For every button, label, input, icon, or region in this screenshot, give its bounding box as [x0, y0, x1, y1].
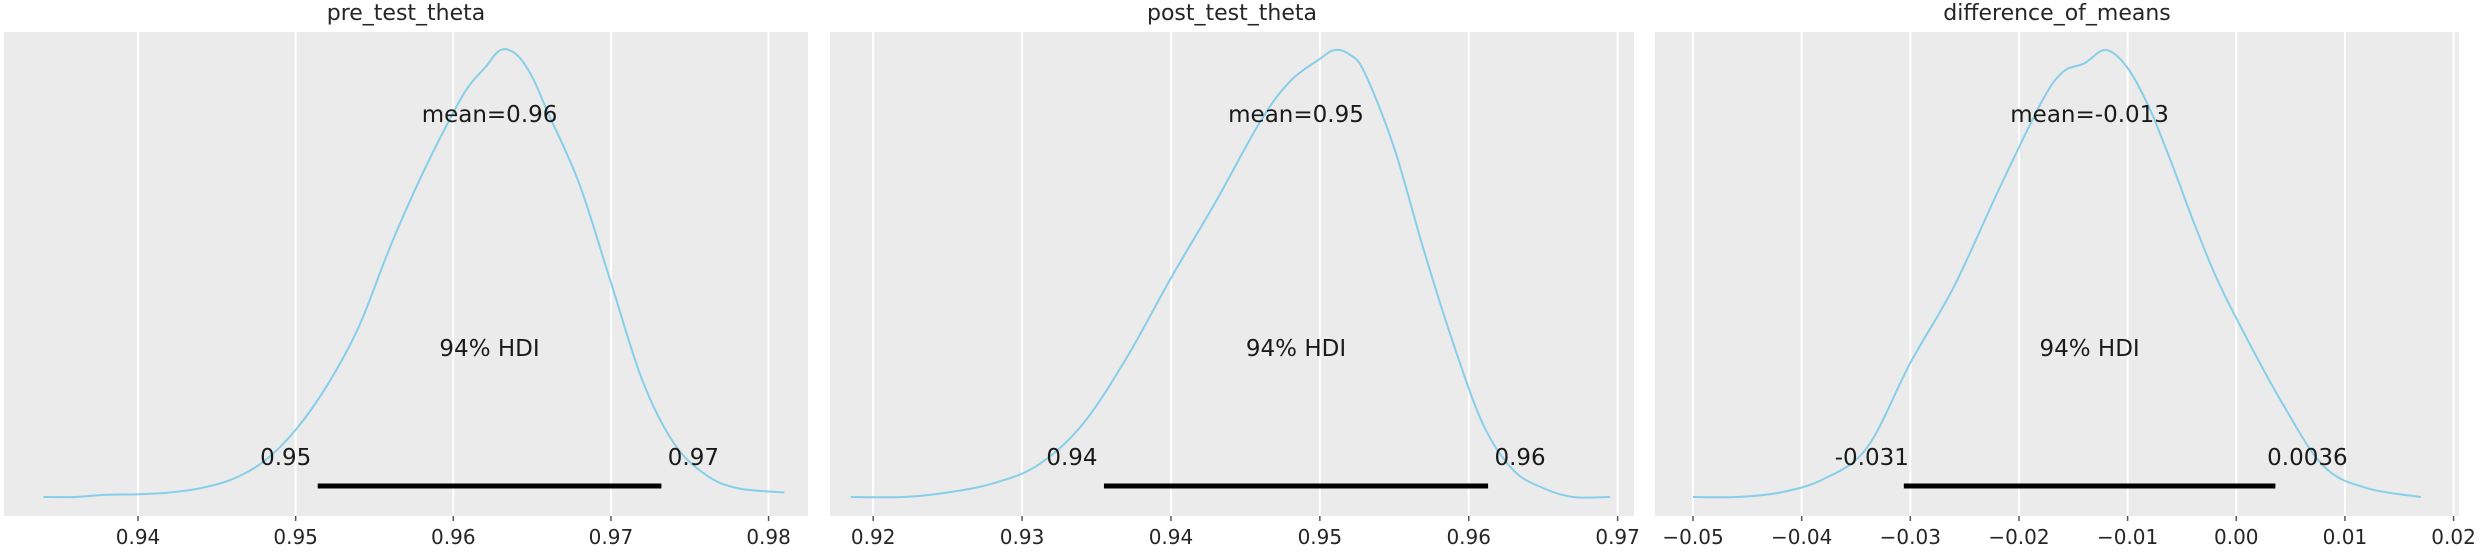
panel-post-test-theta: post_test_theta mean=0.95 94% HDI 0.94 0… — [826, 0, 1640, 552]
plot-background — [1655, 32, 2459, 516]
density-curve — [850, 48, 1611, 499]
density-curve — [43, 48, 785, 499]
x-tick-label: 0.02 — [2431, 525, 2476, 549]
x-tick-label: −0.02 — [1988, 525, 2049, 549]
x-tick-label: 0.00 — [2214, 525, 2259, 549]
hdi-high-label: 0.0036 — [2267, 445, 2347, 471]
panel-difference-of-means: difference_of_means mean=-0.013 94% HDI … — [1651, 0, 2476, 552]
x-tick-label: 0.01 — [2323, 525, 2368, 549]
panel-pre-test-theta: pre_test_theta mean=0.96 94% HDI 0.95 0.… — [0, 0, 808, 552]
hdi-label: 94% HDI — [1246, 336, 1346, 362]
chart-post-test-theta: post_test_theta mean=0.95 94% HDI 0.94 0… — [830, 1, 1640, 549]
hdi-low-label: 0.95 — [260, 445, 311, 471]
chart-title: difference_of_means — [1943, 1, 2171, 26]
mean-label: mean=0.95 — [1228, 102, 1364, 128]
x-tick-label: −0.03 — [1880, 525, 1941, 549]
density-curve — [1692, 49, 2422, 499]
x-tick-label: 0.94 — [1149, 525, 1194, 549]
x-tick-label: 0.97 — [589, 525, 634, 549]
x-tick-label: −0.04 — [1771, 525, 1832, 549]
chart-title: post_test_theta — [1147, 1, 1317, 26]
hdi-high-label: 0.97 — [668, 445, 719, 471]
hdi-label: 94% HDI — [2039, 336, 2139, 362]
x-tick-label: 0.92 — [851, 525, 896, 549]
hdi-low-label: 0.94 — [1046, 445, 1097, 471]
plot-background — [4, 32, 808, 516]
chart-title: pre_test_theta — [327, 1, 486, 26]
x-tick-label: 0.94 — [116, 525, 161, 549]
chart-difference-of-means: difference_of_means mean=-0.013 94% HDI … — [1655, 1, 2476, 549]
x-tick-label: −0.05 — [1662, 525, 1723, 549]
x-tick-label: 0.97 — [1595, 525, 1640, 549]
x-tick-label: 0.98 — [746, 525, 791, 549]
x-tick-label: −0.01 — [2097, 525, 2158, 549]
plot-background — [830, 32, 1634, 516]
mean-label: mean=0.96 — [422, 102, 558, 128]
hdi-high-label: 0.96 — [1494, 445, 1545, 471]
mean-label: mean=-0.013 — [2010, 102, 2169, 128]
x-tick-label: 0.95 — [1298, 525, 1343, 549]
chart-pre-test-theta: pre_test_theta mean=0.96 94% HDI 0.95 0.… — [4, 1, 808, 549]
x-tick-label: 0.93 — [1000, 525, 1045, 549]
hdi-low-label: -0.031 — [1835, 445, 1909, 471]
x-tick-label: 0.96 — [431, 525, 476, 549]
x-tick-label: 0.96 — [1446, 525, 1491, 549]
x-tick-label: 0.95 — [273, 525, 318, 549]
hdi-label: 94% HDI — [439, 336, 539, 362]
